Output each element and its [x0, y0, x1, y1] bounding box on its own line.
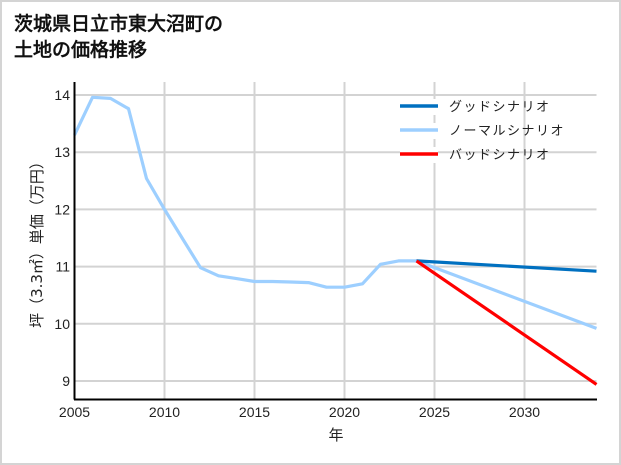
x-tick-labels: 2005 2010 2015 2020 2025 2030	[59, 404, 540, 420]
y-tick-label: 12	[54, 201, 70, 217]
series-lines	[73, 95, 598, 386]
y-tick-label: 11	[55, 259, 70, 275]
x-axis-label: 年	[328, 426, 343, 444]
gridlines	[74, 82, 597, 399]
x-tick-label: 2025	[419, 404, 450, 420]
x-tick-label: 2015	[239, 404, 270, 420]
chart-title-line2: 土地の価格推移	[14, 39, 148, 61]
x-tick-label: 2010	[149, 404, 180, 420]
x-tick-label: 2005	[59, 404, 90, 420]
x-tick-label: 2020	[329, 404, 360, 420]
series-line-2	[415, 259, 598, 386]
y-tick-labels: 9 10 11 12 13 14	[54, 87, 70, 389]
series-line-0	[416, 259, 597, 273]
x-tick-label: 2030	[509, 404, 540, 420]
series-line-1	[73, 95, 598, 330]
legend-label: ノーマルシナリオ	[449, 124, 565, 139]
chart-title: 茨城県日立市東大沼町の 土地の価格推移	[14, 11, 223, 63]
y-tick-label: 9	[62, 373, 70, 389]
y-axis-label: 坪（3.3㎡）単価（万円）	[28, 154, 46, 328]
axes	[73, 82, 597, 401]
legend-label: バッドシナリオ	[449, 148, 551, 163]
legend-label: グッドシナリオ	[449, 100, 551, 115]
y-tick-label: 13	[54, 144, 70, 160]
y-tick-label: 14	[54, 87, 70, 103]
chart-title-line1: 茨城県日立市東大沼町の	[14, 13, 224, 35]
y-tick-label: 10	[54, 316, 70, 332]
